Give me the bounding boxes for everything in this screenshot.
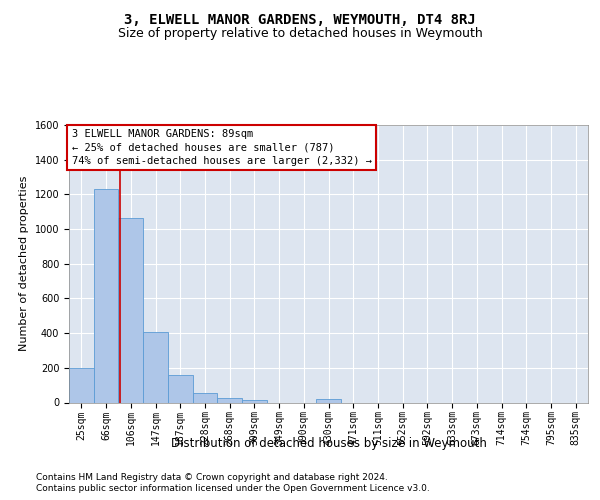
Text: 3, ELWELL MANOR GARDENS, WEYMOUTH, DT4 8RJ: 3, ELWELL MANOR GARDENS, WEYMOUTH, DT4 8… <box>124 12 476 26</box>
Bar <box>168 375 193 402</box>
Text: Contains public sector information licensed under the Open Government Licence v3: Contains public sector information licen… <box>36 484 430 493</box>
Bar <box>193 393 217 402</box>
Bar <box>217 398 242 402</box>
Bar <box>69 368 94 402</box>
Bar <box>242 400 267 402</box>
Bar <box>143 332 168 402</box>
Y-axis label: Number of detached properties: Number of detached properties <box>19 176 29 352</box>
Bar <box>316 399 341 402</box>
Bar <box>94 189 118 402</box>
Text: 3 ELWELL MANOR GARDENS: 89sqm
← 25% of detached houses are smaller (787)
74% of : 3 ELWELL MANOR GARDENS: 89sqm ← 25% of d… <box>71 129 371 166</box>
Text: Size of property relative to detached houses in Weymouth: Size of property relative to detached ho… <box>118 28 482 40</box>
Bar <box>118 218 143 402</box>
Text: Contains HM Land Registry data © Crown copyright and database right 2024.: Contains HM Land Registry data © Crown c… <box>36 472 388 482</box>
Text: Distribution of detached houses by size in Weymouth: Distribution of detached houses by size … <box>171 438 487 450</box>
